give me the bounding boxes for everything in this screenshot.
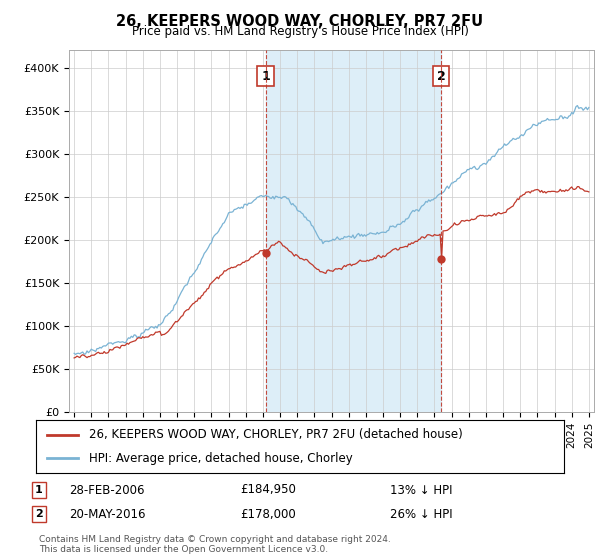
Text: £178,000: £178,000 [240,507,296,521]
Text: 26, KEEPERS WOOD WAY, CHORLEY, PR7 2FU: 26, KEEPERS WOOD WAY, CHORLEY, PR7 2FU [116,14,484,29]
Text: Contains HM Land Registry data © Crown copyright and database right 2024.
This d: Contains HM Land Registry data © Crown c… [39,535,391,554]
Text: 2: 2 [437,69,445,83]
Text: Price paid vs. HM Land Registry's House Price Index (HPI): Price paid vs. HM Land Registry's House … [131,25,469,38]
Text: 20-MAY-2016: 20-MAY-2016 [69,507,146,521]
Text: HPI: Average price, detached house, Chorley: HPI: Average price, detached house, Chor… [89,452,353,465]
Text: 13% ↓ HPI: 13% ↓ HPI [390,483,452,497]
Text: 26% ↓ HPI: 26% ↓ HPI [390,507,452,521]
Text: 28-FEB-2006: 28-FEB-2006 [69,483,145,497]
Text: £184,950: £184,950 [240,483,296,497]
Text: 1: 1 [261,69,270,83]
Bar [266,50,441,412]
Text: 1: 1 [35,485,43,495]
Text: 2: 2 [35,509,43,519]
Text: 26, KEEPERS WOOD WAY, CHORLEY, PR7 2FU (detached house): 26, KEEPERS WOOD WAY, CHORLEY, PR7 2FU (… [89,428,463,441]
